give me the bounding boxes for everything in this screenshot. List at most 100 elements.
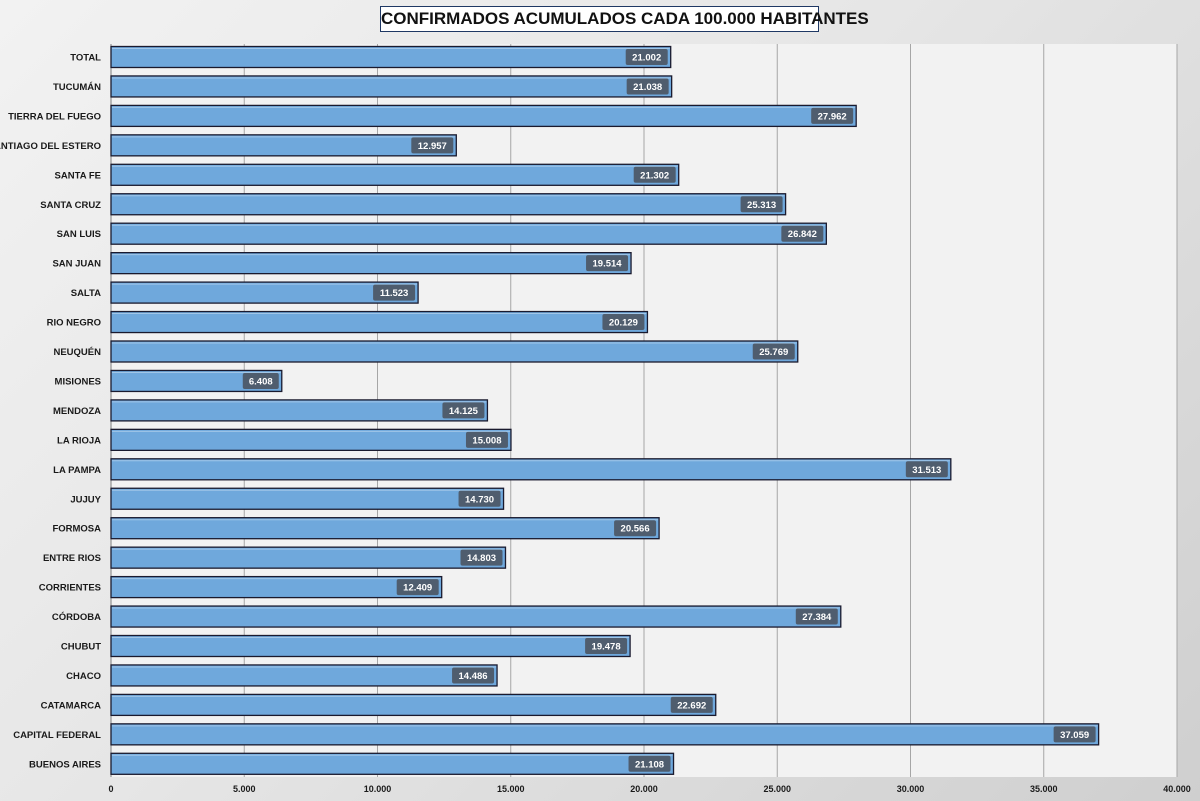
data-label-box: [396, 579, 439, 596]
bar: [110, 752, 675, 775]
data-label: 14.803: [467, 553, 496, 564]
category-label: TOTAL: [70, 53, 101, 64]
data-label-box: [626, 78, 669, 95]
category-label: SANTA CRUZ: [40, 200, 101, 211]
bar: [110, 605, 842, 628]
x-tick-label: 10.000: [364, 784, 392, 794]
data-label: 12.957: [418, 141, 447, 152]
data-label-box: [905, 461, 948, 478]
data-label-box: [795, 608, 838, 625]
x-tick-label: 15.000: [497, 784, 525, 794]
data-label-box: [602, 314, 645, 331]
data-label: 6.408: [249, 376, 273, 387]
x-tick-label: 0: [108, 784, 113, 794]
category-label: FORMOSA: [52, 524, 101, 535]
category-label: NEUQUÉN: [53, 347, 101, 358]
bar: [110, 340, 799, 363]
bar: [110, 458, 952, 481]
data-label-box: [586, 255, 629, 272]
data-label-box: [242, 372, 279, 389]
bar: [110, 428, 512, 452]
data-label: 21.038: [633, 82, 662, 93]
bar: [110, 634, 631, 658]
data-label: 14.486: [459, 671, 488, 682]
bar: [110, 517, 660, 540]
category-label: TUCUMÁN: [53, 82, 101, 93]
data-label-box: [465, 431, 508, 448]
category-label: CORRIENTES: [39, 583, 101, 594]
x-tick-label: 20.000: [630, 784, 658, 794]
category-label: SANTIAGO DEL ESTERO: [0, 141, 101, 152]
data-label-box: [373, 284, 416, 301]
bar: [110, 369, 283, 393]
bar: [110, 693, 717, 717]
data-label: 21.302: [640, 170, 669, 181]
x-tick-label: 40.000: [1163, 784, 1191, 794]
category-labels: TOTAL TUCUMÁN TIERRA DEL FUEGO SANTIAGO DEL…: [0, 53, 102, 771]
data-label: 27.384: [802, 612, 832, 623]
category-label: MENDOZA: [53, 406, 101, 417]
data-label: 37.059: [1060, 730, 1089, 741]
data-label: 31.513: [912, 465, 941, 476]
category-label: CHACO: [66, 671, 101, 682]
data-label-box: [460, 549, 503, 566]
data-label: 12.409: [403, 583, 432, 594]
category-label: BUENOS AIRES: [29, 759, 101, 770]
data-label: 25.313: [747, 200, 776, 211]
bar: [110, 399, 489, 422]
category-label: CATAMARCA: [41, 700, 101, 711]
data-label-box: [1053, 726, 1096, 743]
x-tick-label: 25.000: [763, 784, 791, 794]
data-label: 19.478: [592, 642, 621, 653]
bar: [110, 45, 672, 69]
data-label: 20.566: [621, 524, 650, 535]
data-label: 26.842: [788, 229, 817, 240]
category-label: TIERRA DEL FUEGO: [8, 111, 101, 122]
category-label: ENTRE RIOS: [43, 553, 101, 564]
data-label: 14.125: [449, 406, 479, 417]
data-label-box: [633, 166, 676, 183]
category-label: SAN JUAN: [52, 259, 101, 270]
x-tick-label: 5.000: [233, 784, 256, 794]
category-label: LA RIOJA: [57, 435, 101, 446]
bar: [110, 281, 419, 304]
bar: [110, 134, 457, 157]
data-label: 19.514: [593, 259, 623, 270]
bars: 21.002 21.038 27.962 12.957 21.302 25.313 26.8…: [110, 45, 1100, 775]
data-label: 21.002: [632, 53, 661, 64]
data-label-box: [628, 755, 671, 772]
data-label-box: [781, 225, 824, 242]
data-label: 27.962: [818, 111, 847, 122]
bar: [110, 723, 1100, 746]
category-label: SANTA FE: [55, 170, 101, 181]
category-label: RIO NEGRO: [47, 318, 101, 329]
category-label: CAPITAL FEDERAL: [13, 730, 101, 741]
category-label: JUJUY: [70, 494, 101, 505]
data-label-box: [458, 490, 501, 507]
category-label: CHUBUT: [61, 642, 101, 653]
bar: [110, 222, 827, 245]
data-label: 15.008: [472, 435, 501, 446]
x-tick-label: 30.000: [897, 784, 925, 794]
data-label: 20.129: [609, 318, 638, 329]
x-tick-label: 35.000: [1030, 784, 1058, 794]
bar: [110, 487, 505, 510]
data-label-box: [585, 638, 628, 654]
data-label-box: [752, 343, 795, 360]
data-label-box: [614, 520, 657, 537]
data-label-box: [411, 137, 454, 154]
bar: [110, 664, 498, 687]
bar: [110, 75, 673, 98]
bar: [110, 104, 857, 128]
data-label-box: [740, 196, 783, 213]
bar: [110, 575, 443, 599]
bar: [110, 546, 507, 569]
data-label: 21.108: [635, 759, 664, 770]
bar: [110, 310, 649, 334]
data-label: 22.692: [677, 700, 706, 711]
chart-title: CONFIRMADOS ACUMULADOS CADA 100.000 HABI…: [380, 6, 869, 32]
data-label-box: [811, 107, 854, 124]
category-label: LA PAMPA: [53, 465, 101, 476]
data-label-box: [452, 667, 495, 684]
data-label-box: [625, 49, 668, 65]
